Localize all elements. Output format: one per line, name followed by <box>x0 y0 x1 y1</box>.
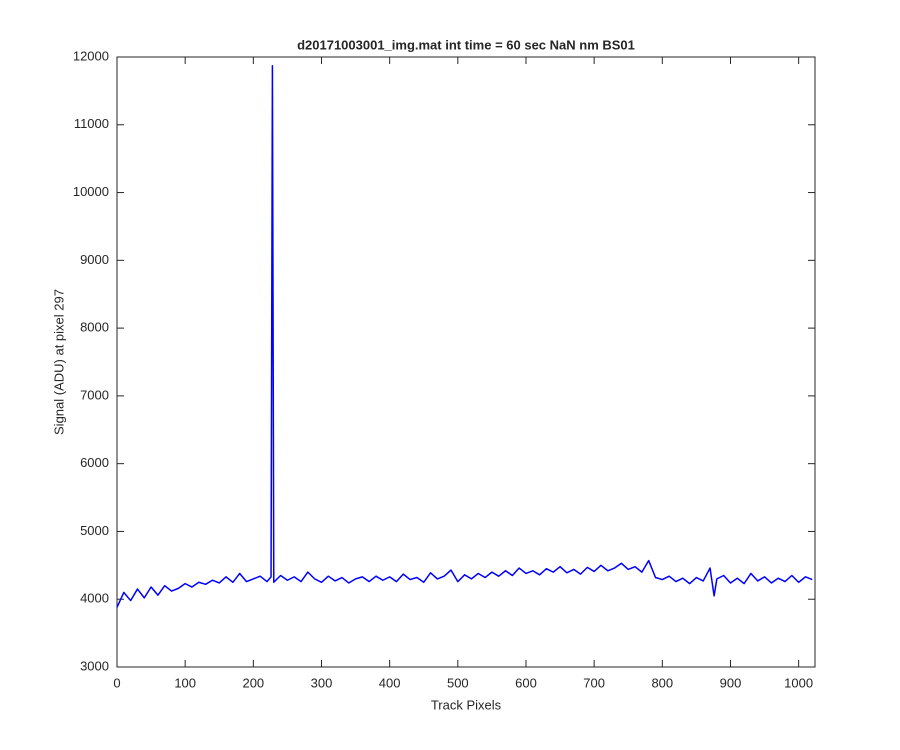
y-tick-label: 12000 <box>73 48 109 63</box>
x-tick-label: 0 <box>113 675 120 690</box>
y-tick-label: 9000 <box>80 252 109 267</box>
x-tick-label: 300 <box>311 675 333 690</box>
x-tick-label: 900 <box>720 675 742 690</box>
x-tick-label: 700 <box>583 675 605 690</box>
y-tick-label: 5000 <box>80 523 109 538</box>
x-tick-label: 600 <box>515 675 537 690</box>
x-tick-label: 1000 <box>784 675 813 690</box>
axes-box <box>116 56 816 668</box>
x-tick-label: 100 <box>174 675 196 690</box>
y-axis-label: Signal (ADU) at pixel 297 <box>51 289 66 435</box>
y-tick-label: 3000 <box>80 658 109 673</box>
y-tick-label: 10000 <box>73 184 109 199</box>
x-axis-label: Track Pixels <box>431 697 502 712</box>
x-tick-label: 800 <box>651 675 673 690</box>
chart-title: d20171003001_img.mat int time = 60 sec N… <box>297 37 635 52</box>
y-tick-label: 6000 <box>80 455 109 470</box>
x-tick-label: 400 <box>379 675 401 690</box>
x-tick-label: 500 <box>447 675 469 690</box>
y-tick-label: 4000 <box>80 591 109 606</box>
y-tick-label: 7000 <box>80 387 109 402</box>
x-tick-label: 200 <box>242 675 264 690</box>
y-tick-label: 8000 <box>80 320 109 335</box>
y-tick-label: 11000 <box>74 116 109 131</box>
data-line <box>116 65 813 608</box>
